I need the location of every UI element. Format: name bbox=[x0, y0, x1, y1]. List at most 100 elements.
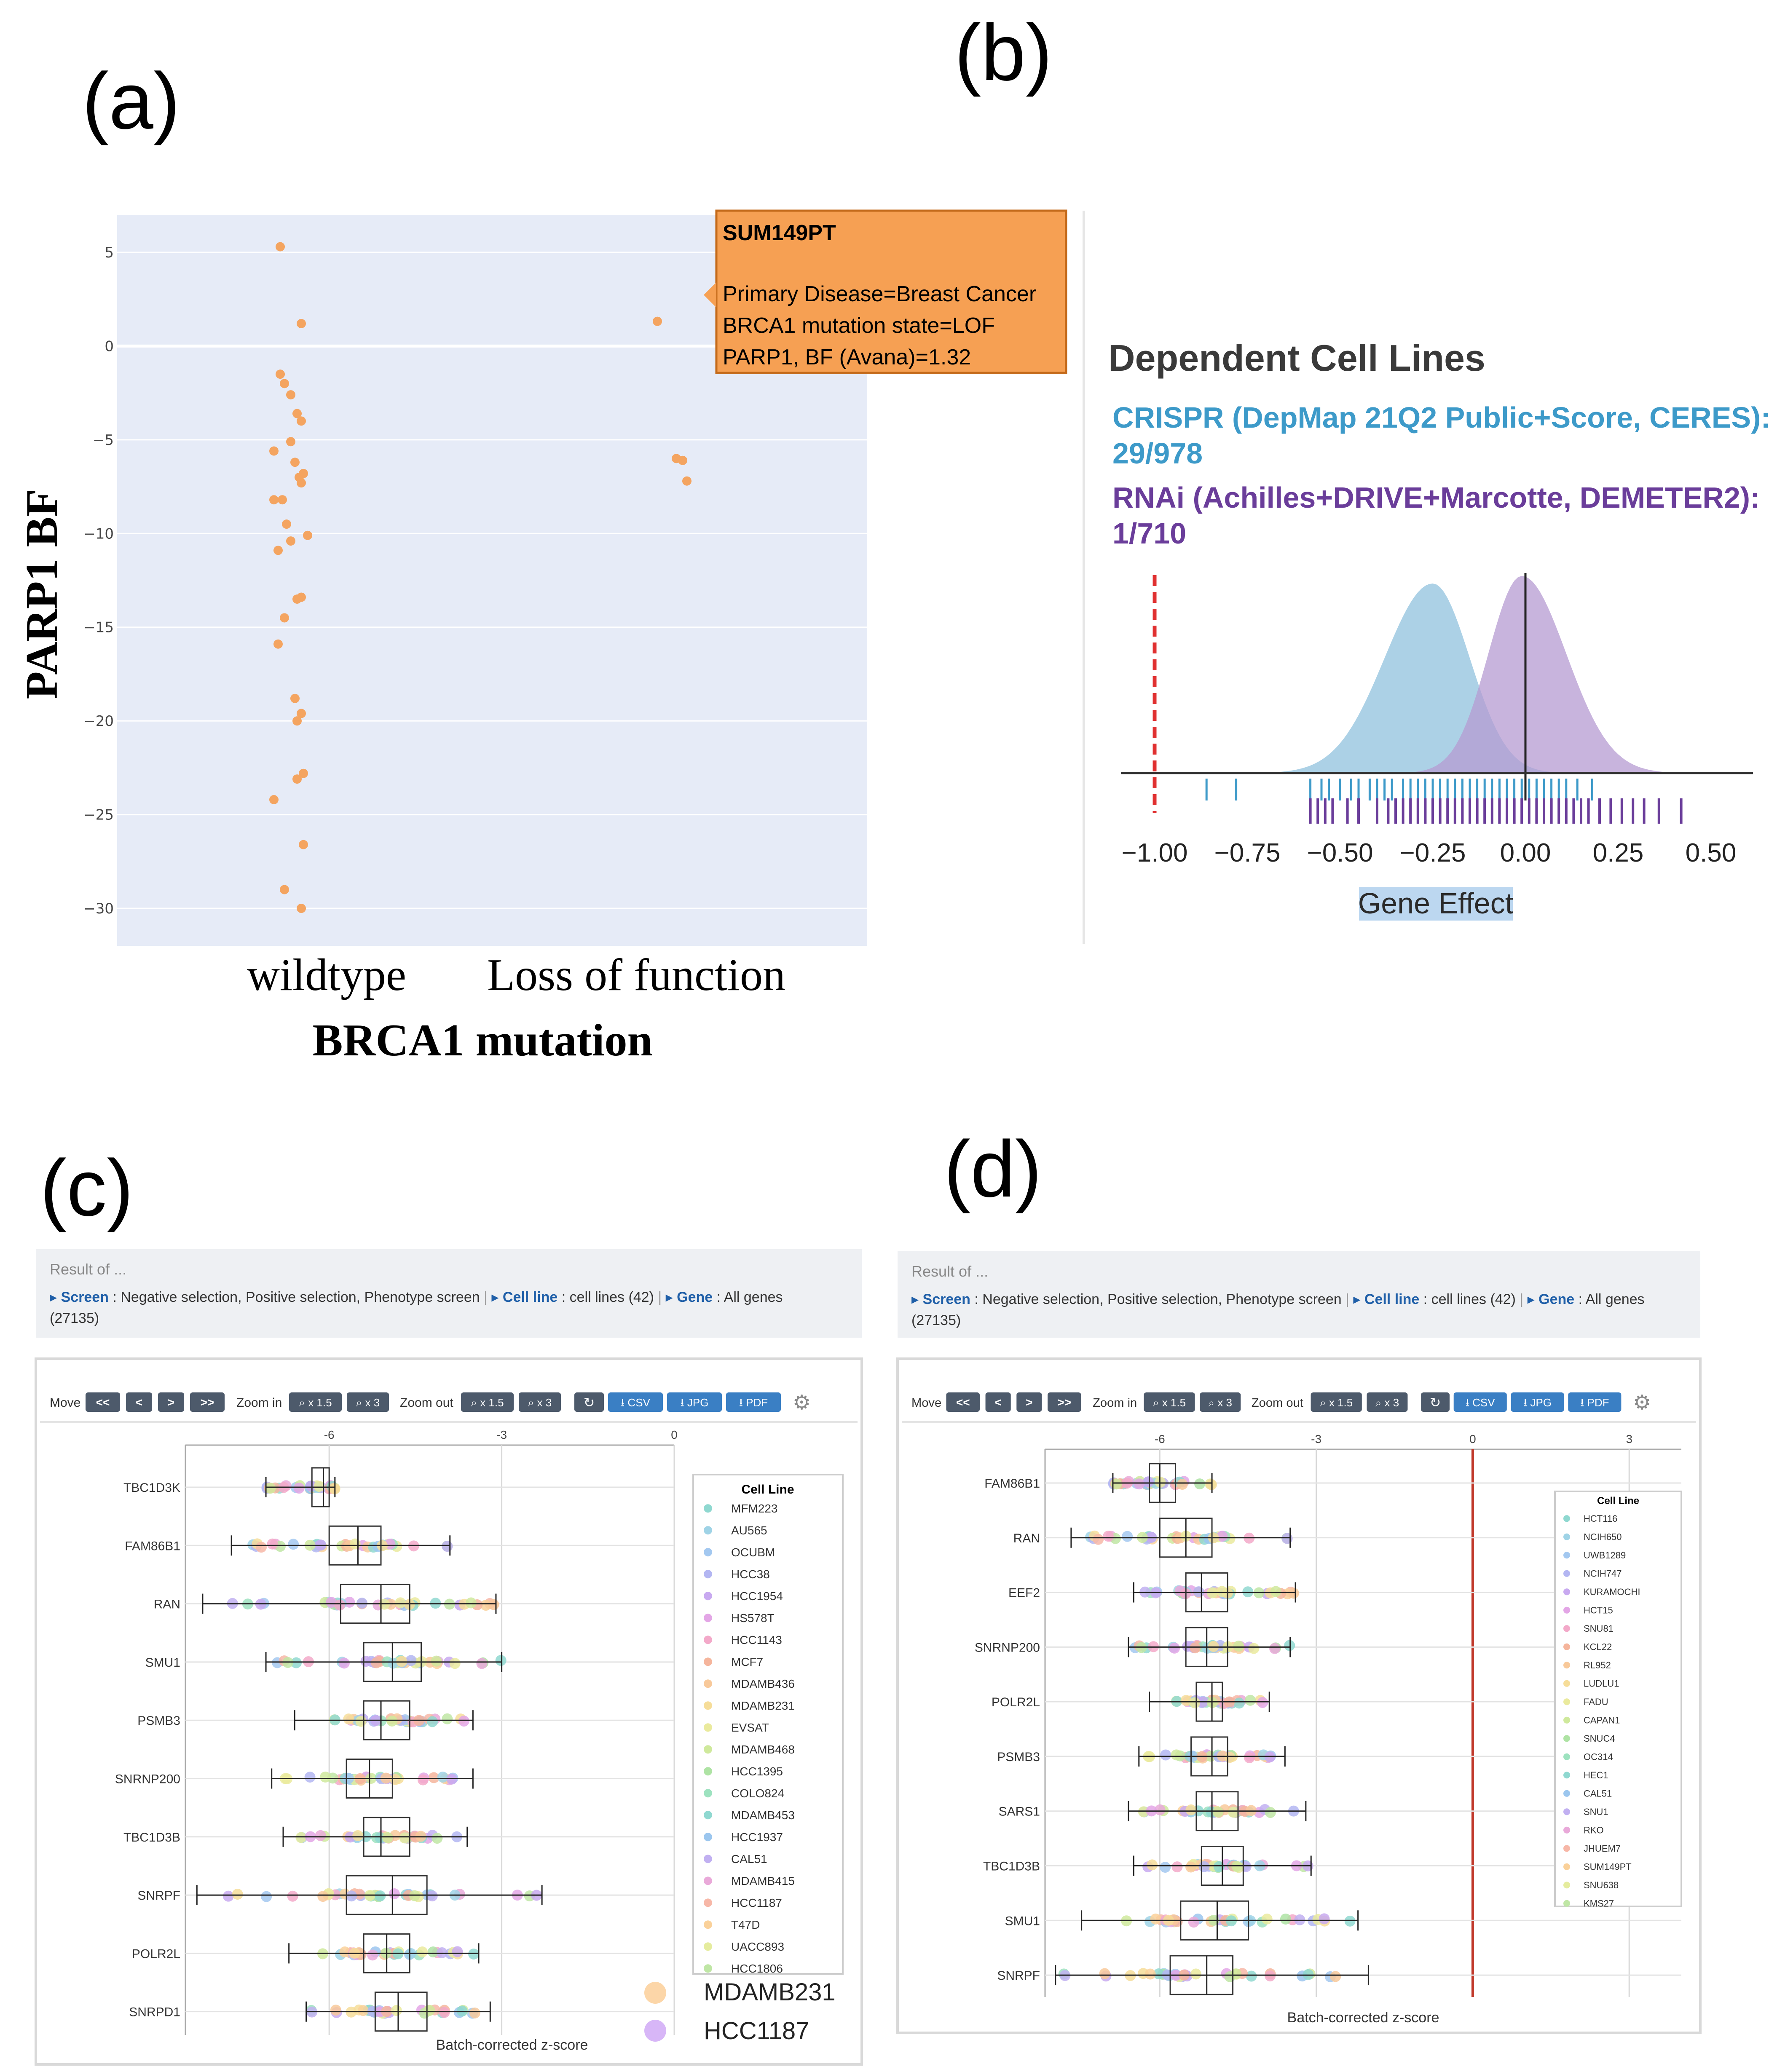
zoom-out-1-5-button[interactable] bbox=[1311, 1392, 1362, 1412]
pdf-button[interactable] bbox=[1568, 1392, 1622, 1412]
data-point bbox=[344, 1596, 355, 1608]
data-point bbox=[256, 1542, 267, 1553]
box bbox=[1195, 1791, 1239, 1831]
gene-label-c[interactable]: Gene bbox=[677, 1289, 713, 1305]
gene-label-d[interactable]: Gene bbox=[1538, 1291, 1574, 1307]
refresh-button[interactable] bbox=[574, 1392, 604, 1412]
data-point bbox=[375, 1890, 386, 1902]
data-point bbox=[278, 495, 287, 505]
data-point bbox=[427, 1716, 438, 1727]
gene-effect-label: Gene Effect bbox=[1358, 887, 1513, 920]
data-point bbox=[297, 416, 306, 426]
cell-label-c[interactable]: Cell line bbox=[503, 1289, 558, 1305]
legend-label: SUM149PT bbox=[1584, 1862, 1632, 1872]
data-point bbox=[330, 2005, 341, 2016]
legend-label: LUDLU1 bbox=[1584, 1678, 1619, 1689]
zoom-out-1-5-button[interactable] bbox=[461, 1392, 514, 1412]
zoom-in-3-button[interactable] bbox=[1200, 1392, 1241, 1412]
panel-a-scatter: 5 0 −5 −10 −15 −20 −25 −30 wildtype Loss of fun… bbox=[17, 209, 1067, 1065]
csv-button[interactable] bbox=[608, 1392, 663, 1412]
zoom-out-3-button-label: ⌕ x 3 bbox=[1375, 1396, 1399, 1409]
legend-marker bbox=[1563, 1716, 1570, 1724]
legend-marker bbox=[1563, 1863, 1570, 1870]
panel-label-c: (c) bbox=[40, 1143, 134, 1233]
data-point bbox=[1153, 1968, 1164, 1980]
data-point bbox=[295, 1832, 307, 1843]
jpg-button[interactable] bbox=[1511, 1392, 1564, 1412]
csv-button[interactable] bbox=[1453, 1392, 1507, 1412]
refresh-icon: ↻ bbox=[584, 1395, 595, 1411]
screen-label-d[interactable]: Screen bbox=[923, 1291, 970, 1307]
data-point bbox=[653, 316, 662, 326]
first-button[interactable] bbox=[86, 1392, 120, 1412]
legend-marker bbox=[704, 1855, 712, 1863]
data-point bbox=[1171, 1749, 1182, 1761]
zoom-out-3-button[interactable] bbox=[519, 1392, 561, 1412]
screen-value-d: : Negative selection, Positive selection… bbox=[970, 1291, 1342, 1307]
zoom-out-3-button[interactable] bbox=[1367, 1392, 1408, 1412]
tooltip-pointer bbox=[704, 282, 716, 308]
data-point bbox=[1169, 1642, 1180, 1654]
data-point bbox=[1190, 1642, 1201, 1654]
zoom-in-3-button[interactable] bbox=[347, 1392, 389, 1412]
zoom-in-1-5-button[interactable] bbox=[1144, 1392, 1195, 1412]
jpg-button[interactable] bbox=[667, 1392, 722, 1412]
data-point bbox=[495, 1655, 507, 1666]
legend-marker bbox=[704, 1723, 712, 1732]
zoom-in-1-5-button[interactable] bbox=[289, 1392, 342, 1412]
gene-effect-highlight bbox=[1359, 887, 1513, 921]
cell-label-d[interactable]: Cell line bbox=[1364, 1291, 1419, 1307]
gene-value-c: : All genes bbox=[713, 1289, 783, 1305]
legend-marker bbox=[1563, 1680, 1570, 1687]
data-point bbox=[371, 1657, 382, 1668]
panel-b-density: Dependent Cell Lines CRISPR (DepMap 21Q2… bbox=[1083, 211, 1769, 944]
data-point bbox=[458, 1716, 469, 1727]
refresh-icon: ↻ bbox=[1430, 1395, 1441, 1411]
last-button[interactable] bbox=[190, 1392, 225, 1412]
next-button[interactable] bbox=[158, 1392, 184, 1412]
move-label: Move bbox=[50, 1396, 80, 1410]
legend-marker bbox=[704, 1592, 712, 1601]
legend-label: MDAMB436 bbox=[731, 1677, 795, 1690]
data-point bbox=[390, 1774, 401, 1785]
legend-marker bbox=[1563, 1808, 1570, 1815]
box bbox=[311, 1467, 330, 1507]
pdf-button[interactable] bbox=[726, 1392, 781, 1412]
count-d: (27135) bbox=[911, 1312, 961, 1328]
x-tick-label: −0.75 bbox=[1214, 838, 1281, 867]
first-button[interactable] bbox=[946, 1392, 980, 1412]
data-point bbox=[1194, 1478, 1206, 1490]
data-point bbox=[297, 478, 306, 488]
next-button-label: > bbox=[1026, 1396, 1032, 1409]
data-point bbox=[488, 1599, 499, 1610]
box bbox=[374, 1992, 428, 2032]
x-tick-label: 0 bbox=[671, 1428, 678, 1441]
legend-label: COLO824 bbox=[731, 1787, 784, 1800]
next-button[interactable] bbox=[1016, 1392, 1042, 1412]
data-point bbox=[1134, 1478, 1145, 1490]
x-tick-label: 0.50 bbox=[1686, 838, 1737, 867]
legend-label: SNUC4 bbox=[1584, 1733, 1615, 1744]
data-point bbox=[382, 1832, 394, 1843]
screen-label-c[interactable]: Screen bbox=[61, 1289, 109, 1305]
data-point bbox=[1228, 1807, 1239, 1818]
prev-button[interactable] bbox=[985, 1392, 1011, 1412]
last-button-label: >> bbox=[201, 1396, 214, 1409]
data-point bbox=[1111, 1478, 1122, 1490]
hover-tooltip: SUM149PT Primary Disease=Breast Cancer B… bbox=[704, 209, 1067, 374]
legend-label: HCC1954 bbox=[731, 1590, 783, 1603]
data-point bbox=[1288, 1587, 1299, 1599]
count-c: (27135) bbox=[50, 1310, 99, 1326]
legend-label: HCC1395 bbox=[731, 1765, 783, 1778]
last-button[interactable] bbox=[1048, 1392, 1081, 1412]
data-point bbox=[346, 1890, 357, 1902]
cell-value-c: : cell lines (42) bbox=[558, 1289, 654, 1305]
legend-label: UACC893 bbox=[731, 1940, 784, 1953]
rnai-line-1: RNAi (Achilles+DRIVE+Marcotte, DEMETER2)… bbox=[1112, 481, 1760, 514]
gene-label: POLR2L bbox=[992, 1695, 1040, 1709]
box bbox=[1180, 1900, 1249, 1941]
gene-label: EEF2 bbox=[1008, 1586, 1040, 1600]
prev-button[interactable] bbox=[126, 1392, 152, 1412]
refresh-button[interactable] bbox=[1421, 1392, 1450, 1412]
